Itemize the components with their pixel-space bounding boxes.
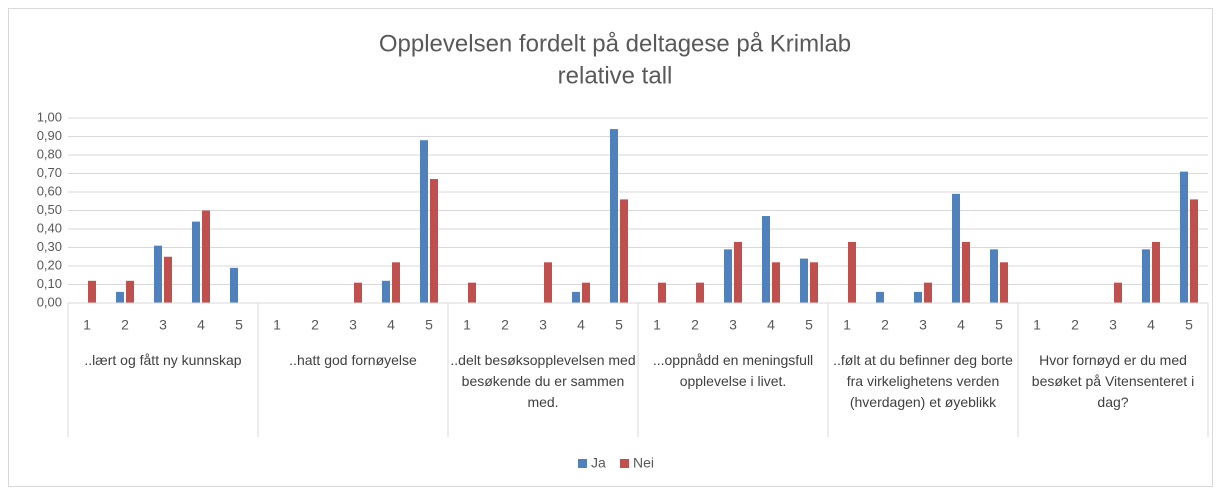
x-tick-label: 4 bbox=[387, 317, 395, 333]
x-tick-label: 4 bbox=[1147, 317, 1155, 333]
bar bbox=[354, 282, 362, 303]
y-tick-label: 0,80 bbox=[37, 146, 62, 161]
bar bbox=[572, 291, 580, 303]
x-tick-label: 5 bbox=[805, 317, 813, 333]
x-tick-label: 2 bbox=[691, 317, 699, 333]
legend-swatch bbox=[620, 459, 629, 468]
legend-swatch bbox=[578, 459, 587, 468]
x-tick-label: 4 bbox=[957, 317, 965, 333]
bar bbox=[772, 262, 780, 303]
bar bbox=[848, 241, 856, 303]
y-tick-label: 0,60 bbox=[37, 183, 62, 198]
group-label: Hvor fornøyd er du med besøket på Vitens… bbox=[1031, 352, 1195, 410]
bar bbox=[202, 210, 210, 303]
group-label: ..delt besøksopplevelsen med besøkende d… bbox=[450, 352, 636, 410]
bar bbox=[382, 280, 390, 303]
bar bbox=[924, 282, 932, 303]
bar bbox=[420, 140, 428, 303]
y-tick-label: 0,40 bbox=[37, 220, 62, 235]
x-tick-label: 3 bbox=[349, 317, 357, 333]
bar bbox=[1190, 199, 1198, 303]
bar bbox=[392, 262, 400, 303]
x-tick-label: 5 bbox=[425, 317, 433, 333]
bar bbox=[582, 282, 590, 303]
y-tick-label: 0,30 bbox=[37, 239, 62, 254]
x-tick-label: 2 bbox=[501, 317, 509, 333]
bar bbox=[696, 282, 704, 303]
x-tick-label: 4 bbox=[767, 317, 775, 333]
y-tick-label: 0,20 bbox=[37, 257, 62, 272]
bar bbox=[658, 282, 666, 303]
x-tick-label: 5 bbox=[995, 317, 1003, 333]
x-tick-label: 1 bbox=[843, 317, 851, 333]
bar bbox=[962, 241, 970, 303]
y-tick-label: 0,90 bbox=[37, 128, 62, 143]
bar bbox=[154, 245, 162, 303]
x-tick-label: 2 bbox=[1071, 317, 1079, 333]
chart-title: Opplevelsen fordelt på deltagese på Krim… bbox=[379, 30, 851, 57]
x-tick-label: 2 bbox=[311, 317, 319, 333]
x-tick-label: 4 bbox=[197, 317, 205, 333]
bar bbox=[1000, 262, 1008, 303]
x-tick-label: 1 bbox=[1033, 317, 1041, 333]
legend-label: Nei bbox=[633, 455, 654, 471]
x-tick-label: 1 bbox=[653, 317, 661, 333]
x-tick-label: 1 bbox=[463, 317, 471, 333]
x-tick-label: 2 bbox=[121, 317, 129, 333]
bar bbox=[192, 221, 200, 303]
bar bbox=[126, 280, 134, 303]
bar bbox=[116, 291, 124, 303]
x-tick-label: 3 bbox=[1109, 317, 1117, 333]
group-label: ..hatt god fornøyelse bbox=[289, 352, 417, 368]
bar bbox=[544, 262, 552, 303]
x-tick-label: 1 bbox=[83, 317, 91, 333]
bar bbox=[610, 129, 618, 303]
bar bbox=[1114, 282, 1122, 303]
bar bbox=[800, 258, 808, 303]
bar bbox=[88, 280, 96, 303]
group-label: ..følt at du befinner deg borte fra virk… bbox=[833, 352, 1013, 410]
x-tick-label: 3 bbox=[159, 317, 167, 333]
bar bbox=[990, 249, 998, 303]
y-tick-label: 0,10 bbox=[37, 276, 62, 291]
x-tick-label: 2 bbox=[881, 317, 889, 333]
bar bbox=[430, 179, 438, 303]
bar bbox=[1152, 241, 1160, 303]
bar bbox=[724, 249, 732, 303]
chart-subtitle: relative tall bbox=[558, 62, 673, 89]
x-tick-label: 3 bbox=[539, 317, 547, 333]
x-tick-label: 4 bbox=[577, 317, 585, 333]
legend-label: Ja bbox=[591, 455, 606, 471]
bar bbox=[620, 199, 628, 303]
bar bbox=[810, 262, 818, 303]
x-tick-label: 5 bbox=[615, 317, 623, 333]
bar bbox=[230, 267, 238, 303]
bar bbox=[914, 291, 922, 303]
bar bbox=[1142, 249, 1150, 303]
bar bbox=[876, 291, 884, 303]
bar bbox=[164, 256, 172, 303]
x-tick-label: 5 bbox=[1185, 317, 1193, 333]
y-tick-label: 0,70 bbox=[37, 165, 62, 180]
bar bbox=[468, 282, 476, 303]
y-tick-label: 1,00 bbox=[37, 109, 62, 124]
y-tick-label: 0,00 bbox=[37, 294, 62, 309]
group-label: ..lært og fått ny kunnskap bbox=[84, 352, 242, 368]
group-label: ...oppnådd en meningsfull opplevelse i l… bbox=[652, 352, 814, 389]
x-tick-label: 1 bbox=[273, 317, 281, 333]
bar bbox=[952, 193, 960, 303]
bar bbox=[1180, 171, 1188, 303]
chart-border bbox=[8, 8, 1213, 487]
y-tick-label: 0,50 bbox=[37, 202, 62, 217]
bar bbox=[762, 216, 770, 303]
x-tick-label: 3 bbox=[729, 317, 737, 333]
x-tick-label: 5 bbox=[235, 317, 243, 333]
x-tick-label: 3 bbox=[919, 317, 927, 333]
bar bbox=[734, 241, 742, 303]
